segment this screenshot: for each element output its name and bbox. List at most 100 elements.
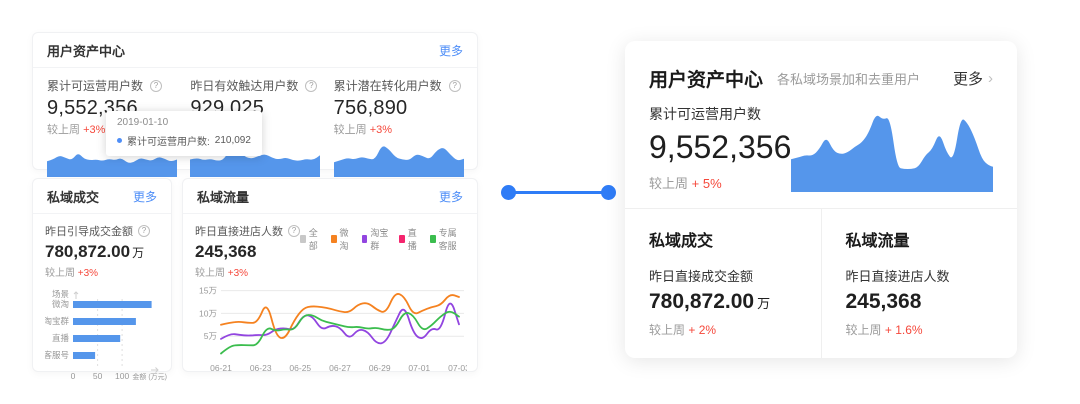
legend-label: 直播 (407, 228, 417, 251)
metric-value: 756,890 (333, 97, 408, 119)
info-icon[interactable]: ? (448, 79, 461, 92)
svg-text:客服号: 客服号 (45, 350, 69, 360)
section-title: 私域成交 (649, 233, 714, 250)
section-metric-unit: 万 (757, 296, 771, 311)
legend-item-直播[interactable]: 直播 (399, 226, 421, 252)
tooltip-series-dot (117, 138, 122, 143)
chevron-right-icon: › (988, 70, 993, 87)
legend-swatch (300, 235, 306, 243)
legend-swatch (399, 235, 405, 243)
sparkline-chart-reached-users[interactable] (190, 140, 321, 177)
svg-text:07-01: 07-01 (408, 363, 430, 373)
compare-value: +3% (227, 268, 249, 279)
card-title: 用户资产中心 (47, 44, 126, 59)
section-metric-label: 昨日直接成交金额 (649, 269, 754, 284)
legend-label: 全部 (308, 228, 318, 251)
info-icon[interactable]: ? (305, 79, 318, 92)
more-link[interactable]: 更多 (132, 190, 157, 204)
section-private-domain-traffic: 私域流量 昨日直接进店人数 245,368 较上周 + 1.6% (820, 209, 1018, 358)
metric-operable-users: 累计可运营用户数 ? 9,552,356 较上周 +3% (47, 77, 177, 177)
section-metric-value: 245,368 (845, 290, 922, 313)
svg-text:淘宝群: 淘宝群 (45, 316, 69, 326)
svg-text:15万: 15万 (199, 286, 217, 296)
connector-line (508, 190, 609, 194)
info-icon[interactable]: ? (138, 225, 150, 237)
legend-item-全部[interactable]: 全部 (300, 226, 322, 252)
tooltip-label: 累计可运营用户数: (127, 137, 210, 148)
metric-label: 累计潜在转化用户数 (333, 79, 442, 93)
svg-text:金额 (万元): 金额 (万元) (132, 372, 167, 381)
svg-text:直播: 直播 (52, 333, 70, 343)
card-header: 用户资产中心 更多 (33, 33, 477, 68)
tooltip-date: 2019-01-10 (117, 117, 169, 128)
card-header: 私域成交 更多 (33, 179, 171, 214)
sparkline-chart-potential-users[interactable] (333, 140, 464, 177)
legend-label: 微淘 (339, 228, 349, 251)
more-label: 更多 (952, 71, 983, 88)
card-subtitle: 各私域场景加和去重用户 (777, 72, 921, 87)
traffic-legend: 全部 微淘 淘宝群 直播 专属客服 (300, 226, 465, 252)
svg-text:07-03: 07-03 (448, 363, 467, 373)
user-asset-center-mini-card: 用户资产中心 更多 累计可运营用户数 ? 9,552,356 较上周 +3% 昨… (32, 32, 478, 177)
metric-label: 累计可运营用户数 (47, 79, 144, 93)
metric-label: 昨日直接进店人数 (195, 226, 283, 238)
section-private-domain-deal: 私域成交 昨日直接成交金额 780,872.00 万 较上周 + 2% (625, 209, 821, 358)
svg-text:06-27: 06-27 (329, 363, 351, 373)
compare-label: 较上周 (195, 268, 225, 279)
svg-text:5万: 5万 (204, 331, 217, 341)
more-link[interactable]: 更多 › (953, 68, 993, 89)
metric-value: 245,368 (195, 242, 257, 261)
section-title: 私域流量 (845, 233, 910, 250)
compare-value: + 5% (691, 176, 722, 191)
svg-text:06-23: 06-23 (250, 363, 272, 373)
metric-label: 累计可运营用户数 (649, 106, 761, 122)
svg-text:10万: 10万 (199, 308, 217, 318)
private-domain-deal-card: 私域成交 更多 昨日引导成交金额 ? 780,872.00 万 较上周 +3% 场… (32, 178, 172, 381)
connector-dot-left (501, 184, 516, 200)
connector-dot-right (601, 184, 616, 200)
compare-label: 较上周 (845, 323, 882, 337)
compare-value: +3% (83, 124, 106, 136)
card-title: 私域成交 (47, 190, 100, 205)
legend-swatch (330, 235, 337, 243)
connector (501, 184, 616, 200)
compare-label: 较上周 (45, 268, 75, 279)
sparkline-chart-operable-users[interactable] (47, 140, 177, 177)
section-metric-label: 昨日直接进店人数 (845, 269, 950, 284)
metric-value: 780,872.00 (45, 242, 131, 261)
card-header: 用户资产中心 各私域场景加和去重用户 更多 › (625, 41, 1017, 92)
metrics-row: 累计可运营用户数 ? 9,552,356 较上周 +3% 昨日有效触达用户数 ?… (33, 68, 477, 177)
info-icon[interactable]: ? (150, 79, 163, 92)
legend-item-微淘[interactable]: 微淘 (330, 226, 353, 252)
metric-potential-users: 累计潜在转化用户数 ? 756,890 较上周 +3% (333, 77, 464, 177)
compare-value: +3% (369, 124, 393, 136)
compare-label: 较上周 (333, 124, 367, 136)
legend-swatch (429, 235, 436, 243)
more-link[interactable]: 更多 (438, 44, 463, 58)
svg-text:06-21: 06-21 (210, 363, 232, 373)
compare-label: 较上周 (649, 176, 689, 191)
legend-item-淘宝群[interactable]: 淘宝群 (361, 226, 391, 252)
compare-label: 较上周 (649, 323, 686, 337)
svg-text:50: 50 (93, 371, 103, 381)
line-chart-traffic-by-scene[interactable]: 5万 10万 15万 06-21 06-23 06-25 06-27 06-29 07-01 07… (195, 281, 467, 375)
compare-label: 较上周 (47, 124, 80, 136)
legend-item-专属客服[interactable]: 专属客服 (429, 226, 465, 252)
legend-label: 专属客服 (438, 228, 457, 251)
section-metric-value: 780,872.00 (649, 290, 755, 313)
svg-text:微淘: 微淘 (52, 299, 69, 309)
info-icon[interactable]: ? (288, 225, 300, 237)
more-link[interactable]: 更多 (438, 190, 463, 204)
card-header: 私域流量 更多 (183, 179, 477, 214)
metric-label: 昨日引导成交金额 (45, 226, 133, 238)
metric-label: 昨日有效触达用户数 (190, 79, 299, 93)
private-domain-traffic-card: 私域流量 更多 昨日直接进店人数 ? 245,368 较上周 +3% 全部 微淘淘… (182, 178, 478, 375)
sparkline-chart-detail[interactable] (791, 108, 993, 192)
compare-value: +3% (77, 268, 99, 279)
metric-unit: 万 (132, 246, 145, 260)
legend-label: 淘宝群 (370, 228, 389, 251)
svg-text:06-29: 06-29 (369, 363, 391, 373)
user-asset-center-detail-card: 用户资产中心 各私域场景加和去重用户 更多 › 累计可运营用户数 9,552,3… (625, 41, 1017, 358)
metric-value: 9,552,356 (649, 129, 792, 165)
